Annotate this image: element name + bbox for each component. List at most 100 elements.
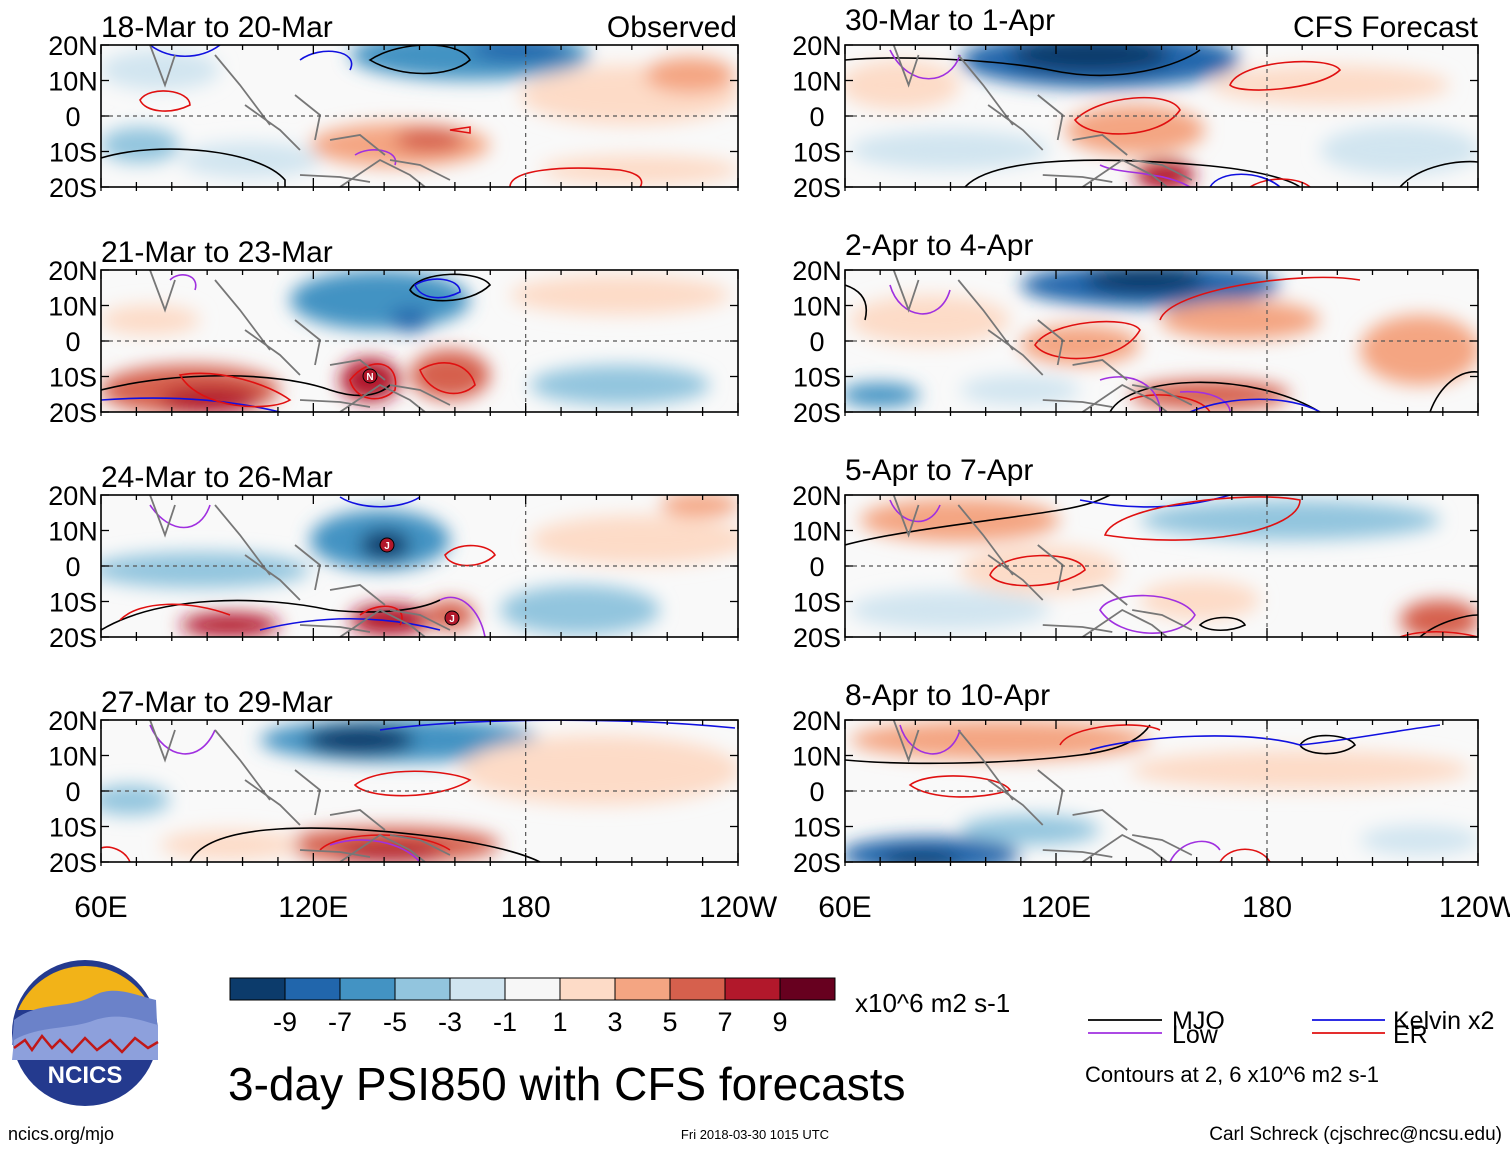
colorbar-label: -3 — [438, 1007, 462, 1037]
x-tick-label: 180 — [1242, 891, 1292, 924]
y-tick-label: 10S — [793, 813, 841, 843]
chart-title: 3-day PSI850 with CFS forecasts — [228, 1058, 906, 1110]
footer-site: ncics.org/mjo — [8, 1124, 114, 1144]
y-tick-label: 20S — [49, 623, 97, 653]
y-tick-label: 20S — [793, 398, 841, 428]
panel-title: 2-Apr to 4-Apr — [845, 229, 1033, 262]
y-tick-label: 20N — [48, 481, 98, 511]
colorbar-swatch — [229, 977, 286, 1001]
colorbar-swatch — [614, 977, 671, 1001]
storm-marker-label: J — [384, 541, 390, 552]
colorbar-swatch — [669, 977, 726, 1001]
y-tick-label: 0 — [809, 327, 824, 357]
psi-anomaly-shading — [845, 45, 1478, 187]
panel-title: 8-Apr to 10-Apr — [845, 679, 1050, 712]
panel-title: 21-Mar to 23-Mar — [101, 236, 333, 269]
colorbar: -9 -7 -5 -3 -1 1 3 5 7 9 — [229, 977, 836, 1037]
ncics-logo: NCICS — [12, 960, 159, 1106]
y-tick-label: 20N — [48, 31, 98, 61]
panel-5-apr-to-7-apr — [845, 495, 1478, 637]
storm-marker-label: J — [449, 614, 455, 625]
colorbar-swatch — [339, 977, 396, 1001]
x-tick-label: 180 — [501, 891, 551, 924]
colorbar-label: 5 — [662, 1007, 677, 1037]
colorbar-label: -5 — [383, 1007, 407, 1037]
x-tick-label: 120W — [1439, 891, 1510, 924]
storm-marker-panel-2a: J — [379, 537, 395, 553]
y-tick-label: 20S — [49, 848, 97, 878]
panel-2-apr-to-4-apr — [845, 270, 1478, 412]
y-tick-label: 20N — [792, 706, 842, 736]
observed-header: Observed — [607, 11, 737, 44]
storm-marker-panel-2b: J — [444, 610, 460, 626]
y-tick-label: 10S — [793, 138, 841, 168]
y-tick-label: 20S — [793, 173, 841, 203]
legend-mjo: MJO — [1172, 1007, 1225, 1035]
panel-titles: 18-Mar to 20-Mar 21-Mar to 23-Mar 24-Mar… — [101, 4, 1479, 719]
y-tick-label: 0 — [809, 552, 824, 582]
panel-30-mar-to-1-apr — [845, 45, 1478, 187]
y-tick-label: 20S — [793, 623, 841, 653]
y-tick-label: 20N — [792, 31, 842, 61]
legend-low: Low — [1172, 1021, 1219, 1049]
colorbar-swatch — [449, 977, 506, 1001]
psi-anomaly-shading — [101, 495, 738, 637]
y-tick-label: 0 — [65, 777, 80, 807]
colorbar-label: 9 — [772, 1007, 787, 1037]
psi-anomaly-shading — [101, 45, 738, 185]
footer-timestamp: Fri 2018-03-30 1015 UTC — [681, 1127, 829, 1142]
storm-marker-label: N — [366, 372, 373, 383]
colorbar-label: -1 — [493, 1007, 517, 1037]
panel-title: 30-Mar to 1-Apr — [845, 4, 1055, 37]
colorbar-swatch — [504, 977, 561, 1001]
psi-anomaly-shading — [845, 270, 1478, 410]
y-tick-label: 20N — [48, 706, 98, 736]
colorbar-swatch — [394, 977, 451, 1001]
y-axis-labels: 20N 10N 0 10S 20S 20N 10N 0 10S 20S 20N 10N 0 10S 20S 2… — [48, 31, 842, 878]
x-tick-label: 120E — [1021, 891, 1091, 924]
y-tick-label: 20N — [792, 481, 842, 511]
legend-kelvin: Kelvin x2 — [1393, 1007, 1494, 1035]
forecast-header: CFS Forecast — [1293, 11, 1479, 44]
storm-markers: N J J — [362, 368, 460, 626]
contour-legend: MJO Kelvin x2 Low ER Contours at 2, 6 x1… — [1085, 1007, 1494, 1087]
y-tick-label: 10N — [48, 67, 98, 97]
colorbar-swatch — [779, 977, 836, 1001]
panel-title: 27-Mar to 29-Mar — [101, 686, 333, 719]
logo-text: NCICS — [48, 1062, 123, 1089]
y-tick-label: 10S — [49, 138, 97, 168]
y-tick-label: 10N — [792, 742, 842, 772]
y-tick-label: 10S — [793, 588, 841, 618]
coastlines — [149, 44, 1193, 863]
x-tick-label: 60E — [74, 891, 127, 924]
y-tick-label: 0 — [65, 102, 80, 132]
psi-anomaly-shading — [101, 720, 738, 862]
y-tick-label: 10N — [792, 517, 842, 547]
x-axis-labels: 60E 120E 180 120W 60E 120E 180 120W — [74, 891, 1510, 924]
colorbar-swatch — [284, 977, 341, 1001]
x-tick-label: 120E — [278, 891, 348, 924]
y-tick-label: 10N — [48, 292, 98, 322]
legend-er: ER — [1393, 1021, 1428, 1049]
x-tick-label: 60E — [818, 891, 871, 924]
colorbar-label: 3 — [607, 1007, 622, 1037]
panel-frames — [100, 44, 1479, 866]
footer-author: Carl Schreck (cjschrec@ncsu.edu) — [1209, 1124, 1502, 1145]
panel-title: 5-Apr to 7-Apr — [845, 454, 1033, 487]
y-tick-label: 10N — [48, 517, 98, 547]
storm-marker-panel-1: N — [362, 368, 378, 384]
y-tick-label: 10S — [49, 363, 97, 393]
y-tick-label: 20N — [792, 256, 842, 286]
y-tick-label: 20S — [793, 848, 841, 878]
y-tick-label: 10N — [48, 742, 98, 772]
x-tick-label: 120W — [699, 891, 778, 924]
colorbar-label: 7 — [717, 1007, 732, 1037]
panel-18-mar-to-20-mar — [101, 45, 738, 187]
panel-title: 24-Mar to 26-Mar — [101, 461, 333, 494]
colorbar-swatch — [559, 977, 616, 1001]
y-tick-label: 10N — [792, 67, 842, 97]
colorbar-label: 1 — [552, 1007, 567, 1037]
colorbar-units: x10^6 m2 s-1 — [855, 988, 1010, 1018]
y-tick-label: 0 — [65, 327, 80, 357]
